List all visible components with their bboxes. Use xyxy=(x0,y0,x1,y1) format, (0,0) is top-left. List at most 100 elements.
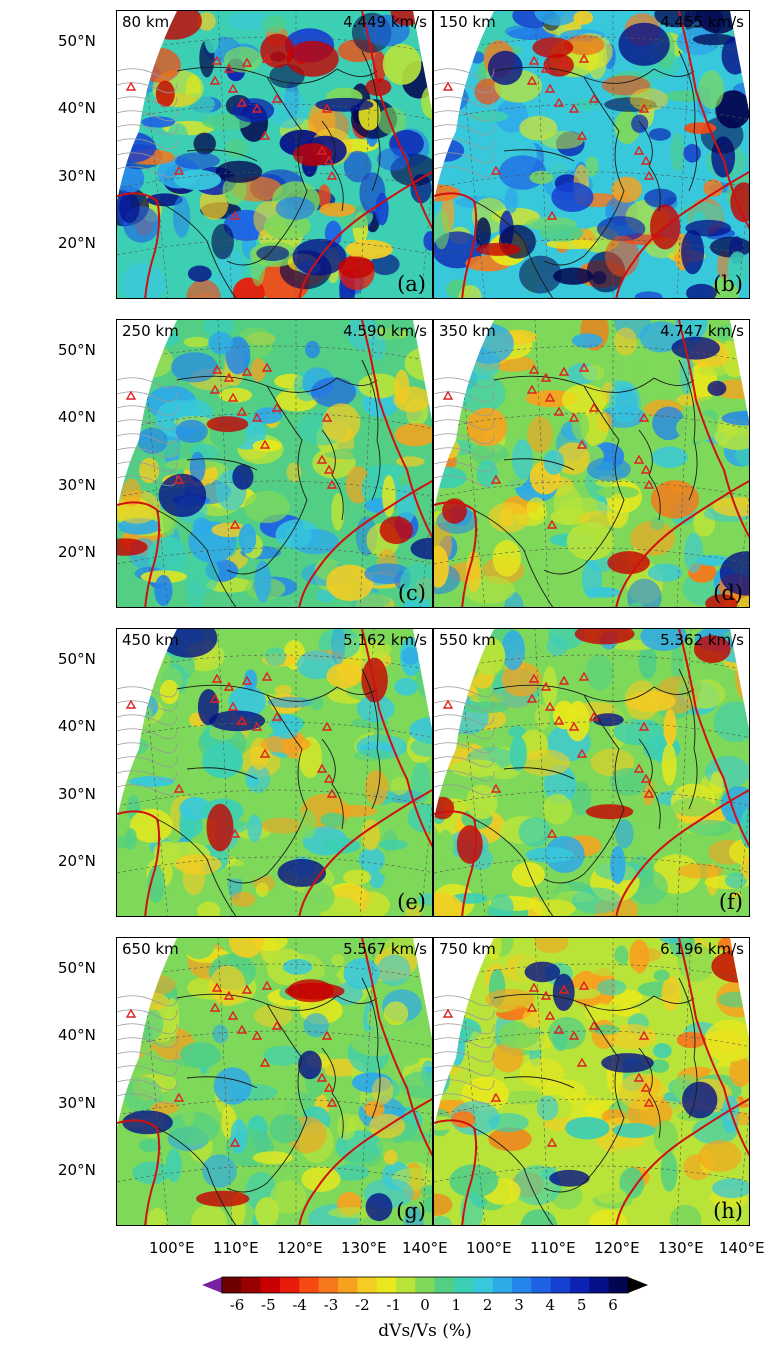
volcano-icon xyxy=(209,693,221,703)
latitude-line xyxy=(117,856,432,874)
strong-anomaly xyxy=(158,473,207,518)
latitude-line xyxy=(434,103,749,121)
anomaly-blob xyxy=(534,704,550,730)
anomaly-blob xyxy=(383,1149,398,1165)
anomaly-blob xyxy=(501,630,525,671)
volcano-icon xyxy=(321,103,333,113)
anomaly-blob xyxy=(301,1166,341,1192)
anomaly-blob xyxy=(302,882,335,913)
volcano-icon xyxy=(241,57,253,67)
border-line xyxy=(117,152,178,164)
colorbar-tick-label: -4 xyxy=(292,1296,307,1314)
volcano-icon xyxy=(259,130,271,140)
border-line xyxy=(117,1023,178,1035)
anomaly-blob xyxy=(589,1209,627,1225)
volcano-icon xyxy=(553,715,565,725)
volcano-icon xyxy=(227,1010,239,1020)
border-line xyxy=(434,152,495,164)
anomaly-blob xyxy=(571,781,592,816)
longitude-label: 130°E xyxy=(341,1239,387,1257)
volcano-icon xyxy=(540,990,552,1000)
volcano-icon xyxy=(540,681,552,691)
tomography-map xyxy=(434,629,749,916)
anomaly-blob xyxy=(138,1139,161,1152)
strong-anomaly xyxy=(410,537,432,560)
anomaly-blob xyxy=(394,369,410,405)
coastline xyxy=(186,458,258,471)
panel-velocity-label: 4.449 km/s xyxy=(343,13,427,31)
panel-depth-label: 650 km xyxy=(122,940,179,958)
coastline xyxy=(473,509,554,607)
volcano-icon xyxy=(316,454,328,464)
anomaly-blob xyxy=(434,1193,453,1216)
anomaly-blob xyxy=(489,893,514,916)
velocity-anomaly-field xyxy=(117,629,432,916)
anomaly-blob xyxy=(394,677,418,696)
colorbar-segment xyxy=(531,1277,552,1293)
anomaly-blob xyxy=(211,522,249,538)
plate-boundary xyxy=(117,1119,161,1225)
latitude-label: 30°N xyxy=(58,167,96,185)
border-line xyxy=(434,377,495,389)
strong-anomaly xyxy=(338,256,375,279)
anomaly-blob xyxy=(147,865,165,903)
strong-anomaly xyxy=(286,40,339,77)
anomaly-blob xyxy=(382,475,396,517)
tomography-map xyxy=(434,11,749,298)
anomaly-blob xyxy=(147,193,183,207)
strong-anomaly xyxy=(618,22,670,66)
anomaly-blob xyxy=(218,865,270,880)
anomaly-blob xyxy=(383,1001,409,1026)
panel-letter: (c) xyxy=(397,581,426,605)
colorbar-segment xyxy=(454,1277,474,1293)
anomaly-blob xyxy=(698,70,724,109)
border-line xyxy=(117,377,178,389)
strong-anomaly xyxy=(705,594,738,607)
anomaly-blob xyxy=(137,427,168,454)
anomaly-blob xyxy=(364,563,411,584)
anomaly-blob xyxy=(443,659,480,681)
strong-anomaly xyxy=(524,961,561,983)
plate-boundary xyxy=(361,629,432,848)
latitude-line xyxy=(434,856,749,874)
latitude-label: 50°N xyxy=(58,959,96,977)
anomaly-blob xyxy=(382,43,422,85)
anomaly-blob xyxy=(255,1197,279,1225)
border-line xyxy=(434,405,495,417)
plate-boundary xyxy=(678,320,749,539)
anomaly-blob xyxy=(403,1205,424,1225)
latitude-line xyxy=(117,547,432,565)
anomaly-blob xyxy=(659,938,682,944)
colorbar-tick-label: 2 xyxy=(482,1296,493,1314)
longitude-line xyxy=(359,629,375,916)
anomaly-blob xyxy=(119,192,140,224)
anomaly-blob xyxy=(328,1207,378,1219)
volcano-icon xyxy=(490,1092,502,1102)
colorbar-tick-label: -3 xyxy=(323,1296,339,1314)
anomaly-blob xyxy=(451,1111,476,1128)
volcano-markers xyxy=(125,53,338,220)
anomaly-blob xyxy=(320,812,346,828)
anomaly-blob xyxy=(303,1013,329,1038)
tomography-panel: 650 km 5.567 km/s (g) xyxy=(116,937,433,1226)
anomaly-blob xyxy=(611,358,645,377)
anomaly-blob xyxy=(228,685,266,718)
volcano-icon xyxy=(251,1030,263,1040)
anomaly-blob xyxy=(501,662,542,697)
volcano-icon xyxy=(229,1137,241,1147)
coastline xyxy=(156,200,237,298)
longitude-line xyxy=(737,629,749,916)
border-line xyxy=(434,138,495,150)
tomography-panel: 550 km 5.362 km/s (f) xyxy=(433,628,750,917)
anomaly-blob xyxy=(209,965,246,1007)
volcano-markers xyxy=(442,53,655,220)
anomaly-blob xyxy=(296,650,338,680)
plate-boundaries xyxy=(117,938,432,1225)
volcano-icon xyxy=(442,699,454,709)
anomaly-blob xyxy=(597,486,640,499)
anomaly-blob xyxy=(343,150,372,183)
anomaly-blob xyxy=(213,1067,252,1105)
anomaly-blob xyxy=(499,508,514,527)
anomaly-blob xyxy=(639,321,683,353)
coastline xyxy=(186,767,258,780)
